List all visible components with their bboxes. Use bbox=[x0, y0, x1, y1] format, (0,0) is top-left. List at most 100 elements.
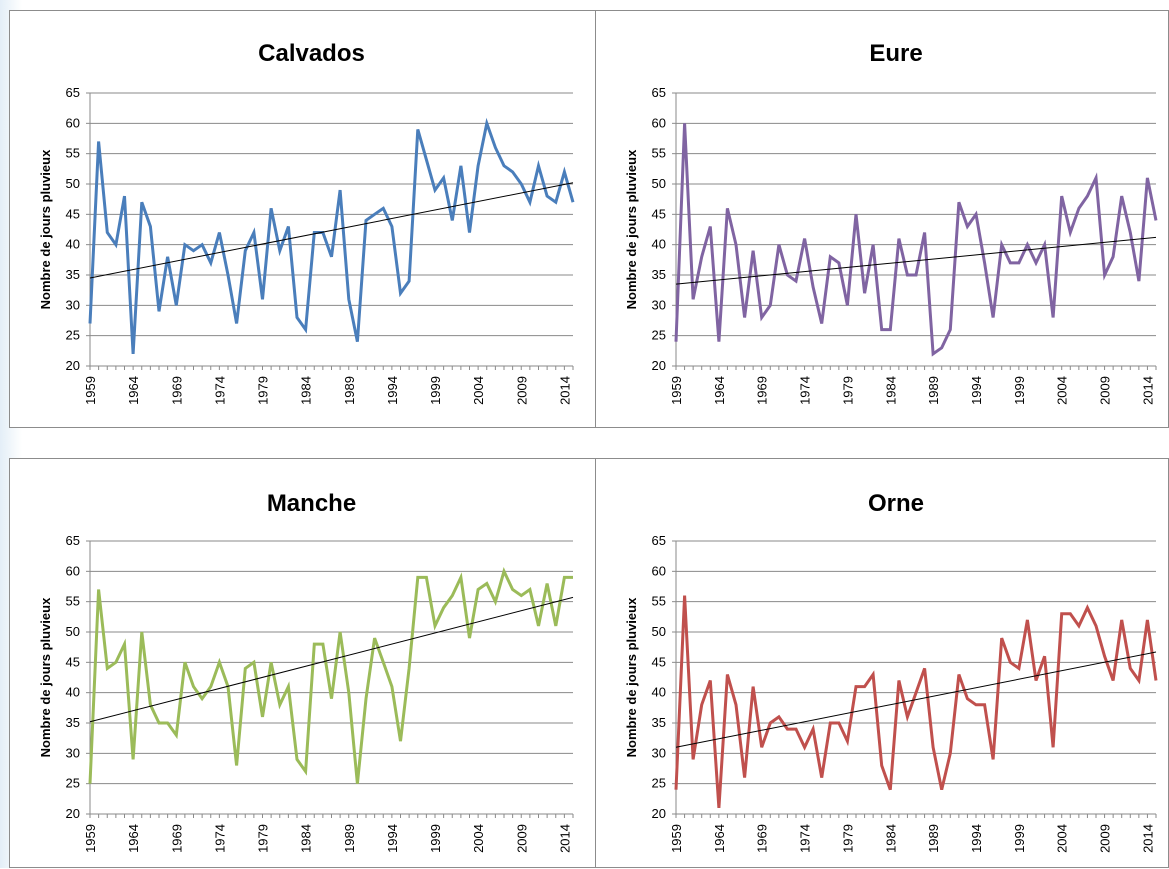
y-tick-label: 20 bbox=[652, 806, 666, 821]
y-tick-label: 50 bbox=[66, 624, 80, 639]
y-tick-label: 30 bbox=[66, 297, 80, 312]
x-tick-label: 1994 bbox=[385, 376, 400, 405]
chart-panel-orne: 20 25 30 35 40 45 50 55 60 65 1959 1964 1969 1974 1979… bbox=[595, 458, 1169, 868]
y-tick-label: 25 bbox=[652, 328, 666, 343]
x-tick-label: 1959 bbox=[83, 376, 98, 405]
series-line bbox=[90, 123, 573, 354]
y-tick-label: 60 bbox=[66, 563, 80, 578]
y-tick-label: 50 bbox=[652, 624, 666, 639]
y-tick-label: 20 bbox=[66, 806, 80, 821]
y-axis-label: Nombre de jours pluvieux bbox=[624, 149, 639, 309]
trend-line bbox=[90, 597, 573, 721]
x-tick-label: 1984 bbox=[299, 824, 314, 853]
y-tick-label: 20 bbox=[652, 358, 666, 373]
x-tick-label: 1979 bbox=[256, 376, 271, 405]
x-tick-label: 1974 bbox=[212, 824, 227, 853]
y-tick-label: 35 bbox=[66, 267, 80, 282]
y-tick-label: 55 bbox=[652, 146, 666, 161]
series-line bbox=[90, 571, 573, 783]
x-tick-label: 1979 bbox=[840, 376, 855, 405]
x-tick-label: 2009 bbox=[514, 824, 529, 853]
x-tick-label: 1999 bbox=[428, 824, 443, 853]
x-tick-label: 1969 bbox=[169, 376, 184, 405]
x-tick-label: 2009 bbox=[1098, 376, 1113, 405]
y-tick-label: 25 bbox=[652, 776, 666, 791]
chart-title: Eure bbox=[869, 40, 922, 67]
x-tick-label: 2004 bbox=[1055, 824, 1070, 853]
x-tick-label: 1964 bbox=[126, 824, 141, 853]
y-tick-label: 65 bbox=[652, 85, 666, 100]
trend-line bbox=[90, 183, 573, 278]
y-tick-label: 50 bbox=[652, 176, 666, 191]
x-tick-label: 2014 bbox=[557, 824, 572, 853]
y-tick-label: 60 bbox=[652, 115, 666, 130]
y-tick-label: 65 bbox=[66, 85, 80, 100]
x-tick-label: 1984 bbox=[299, 376, 314, 405]
x-tick-label: 1959 bbox=[83, 824, 98, 853]
x-tick-label: 1969 bbox=[755, 824, 770, 853]
x-tick-label: 1974 bbox=[798, 376, 813, 405]
y-tick-label: 45 bbox=[66, 206, 80, 221]
y-tick-label: 55 bbox=[652, 594, 666, 609]
x-tick-label: 1994 bbox=[969, 376, 984, 405]
x-tick-label: 1964 bbox=[126, 376, 141, 405]
x-tick-label: 1974 bbox=[212, 376, 227, 405]
y-tick-label: 30 bbox=[652, 297, 666, 312]
y-tick-label: 30 bbox=[66, 745, 80, 760]
x-tick-label: 1974 bbox=[798, 824, 813, 853]
x-tick-label: 1984 bbox=[883, 824, 898, 853]
x-tick-label: 1964 bbox=[712, 824, 727, 853]
x-tick-label: 1969 bbox=[169, 824, 184, 853]
y-axis-label: Nombre de jours pluvieux bbox=[624, 597, 639, 757]
y-tick-label: 40 bbox=[652, 237, 666, 252]
x-tick-label: 1979 bbox=[840, 824, 855, 853]
y-tick-label: 65 bbox=[66, 533, 80, 548]
y-tick-label: 35 bbox=[652, 715, 666, 730]
x-tick-label: 1999 bbox=[1012, 376, 1027, 405]
x-tick-label: 1989 bbox=[342, 376, 357, 405]
x-tick-label: 2009 bbox=[514, 376, 529, 405]
chart-svg: 20 25 30 35 40 45 50 55 60 65 1959 1964 1969 1974 1979… bbox=[596, 459, 1169, 869]
x-tick-label: 1989 bbox=[926, 376, 941, 405]
y-tick-label: 35 bbox=[66, 715, 80, 730]
x-tick-label: 2014 bbox=[1140, 824, 1155, 853]
y-axis-label: Nombre de jours pluvieux bbox=[38, 149, 53, 309]
x-tick-label: 2004 bbox=[1055, 376, 1070, 405]
y-tick-label: 30 bbox=[652, 745, 666, 760]
x-tick-label: 1999 bbox=[428, 376, 443, 405]
y-tick-label: 35 bbox=[652, 267, 666, 282]
series-line bbox=[676, 123, 1156, 354]
x-tick-label: 1969 bbox=[755, 376, 770, 405]
y-tick-label: 40 bbox=[652, 685, 666, 700]
y-tick-label: 25 bbox=[66, 776, 80, 791]
chart-title: Manche bbox=[267, 490, 356, 517]
x-tick-label: 1989 bbox=[342, 824, 357, 853]
y-tick-label: 20 bbox=[66, 358, 80, 373]
y-axis-label: Nombre de jours pluvieux bbox=[38, 597, 53, 757]
x-tick-label: 2014 bbox=[557, 376, 572, 405]
x-tick-label: 1964 bbox=[712, 376, 727, 405]
series-line bbox=[676, 596, 1156, 808]
y-tick-label: 45 bbox=[652, 206, 666, 221]
x-tick-label: 1984 bbox=[883, 376, 898, 405]
x-tick-label: 2009 bbox=[1098, 824, 1113, 853]
x-tick-label: 1994 bbox=[969, 824, 984, 853]
x-tick-label: 2004 bbox=[471, 824, 486, 853]
x-tick-label: 1989 bbox=[926, 824, 941, 853]
x-tick-label: 2004 bbox=[471, 376, 486, 405]
x-tick-label: 1979 bbox=[256, 824, 271, 853]
x-tick-label: 1959 bbox=[669, 824, 684, 853]
y-tick-label: 65 bbox=[652, 533, 666, 548]
y-tick-label: 45 bbox=[652, 654, 666, 669]
x-tick-label: 1994 bbox=[385, 824, 400, 853]
y-tick-label: 60 bbox=[652, 563, 666, 578]
y-tick-label: 25 bbox=[66, 328, 80, 343]
trend-line bbox=[676, 652, 1156, 747]
chart-title: Calvados bbox=[258, 40, 365, 67]
y-tick-label: 50 bbox=[66, 176, 80, 191]
y-tick-label: 55 bbox=[66, 594, 80, 609]
y-tick-label: 45 bbox=[66, 654, 80, 669]
